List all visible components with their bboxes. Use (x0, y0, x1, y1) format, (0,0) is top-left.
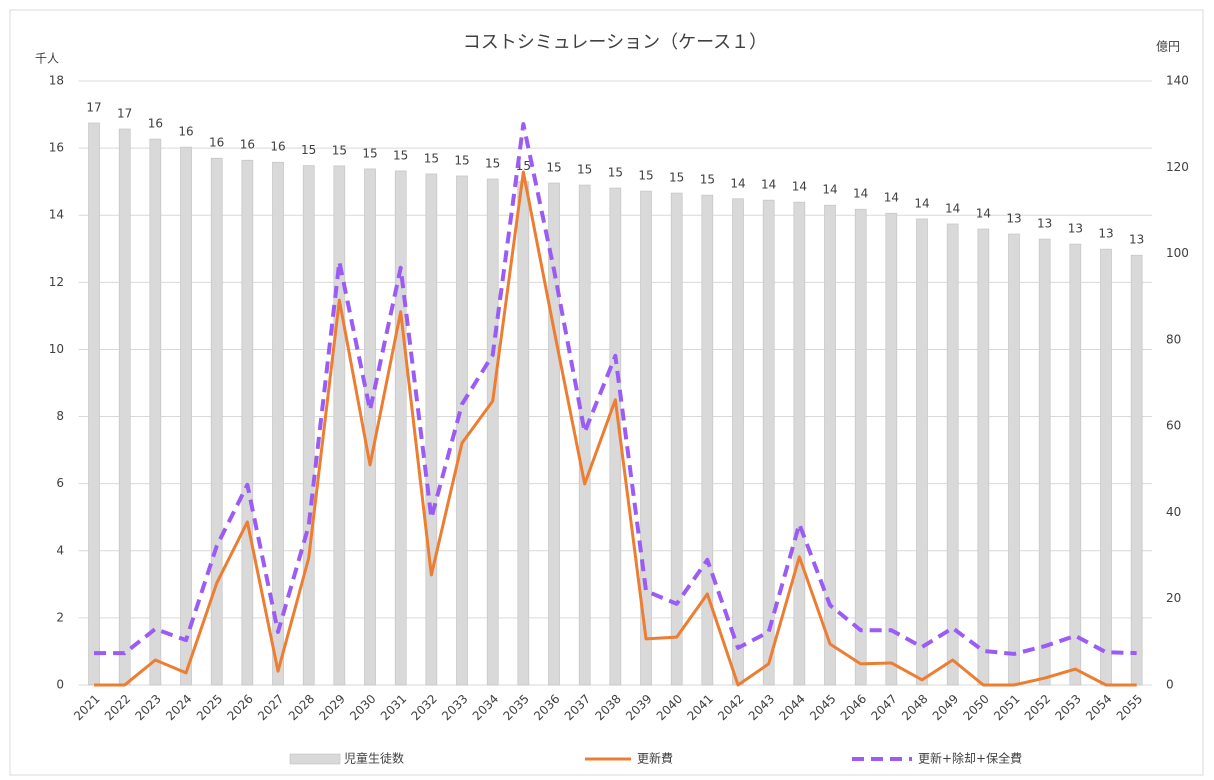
bar (118, 128, 131, 686)
data-label: 14 (792, 180, 807, 194)
bar (425, 173, 438, 686)
line (94, 170, 1137, 687)
bar (854, 208, 867, 686)
bar (210, 157, 223, 686)
y-tick-label: 16 (49, 141, 64, 155)
data-label: 14 (761, 178, 776, 192)
bar (1100, 248, 1112, 686)
data-label: 14 (822, 183, 837, 197)
data-label: 15 (577, 163, 592, 177)
y-axis-title: 千人 (35, 52, 59, 66)
y-tick-label: 2 (56, 610, 64, 624)
data-label: 13 (1129, 233, 1144, 247)
data-label: 15 (638, 169, 653, 183)
data-label: 15 (546, 161, 561, 175)
data-label: 13 (1068, 222, 1083, 236)
bar (1038, 238, 1051, 686)
bar (640, 190, 652, 686)
data-label: 15 (393, 148, 408, 162)
y-tick-label: 8 (56, 409, 64, 423)
data-label: 15 (669, 171, 684, 185)
data-label: 13 (1037, 217, 1052, 231)
data-label: 16 (148, 117, 163, 131)
bar (149, 138, 162, 686)
data-label: 16 (240, 138, 255, 152)
chart-title: コストシミュレーション（ケース１） (463, 32, 767, 53)
bar (670, 192, 683, 686)
legend-label: 児童生徒数 (344, 751, 404, 766)
data-label: 14 (976, 206, 991, 220)
data-label: 15 (424, 151, 439, 165)
bar (548, 182, 560, 686)
bar (793, 201, 806, 686)
bar (732, 198, 744, 686)
bar (1069, 243, 1082, 686)
data-label: 16 (209, 136, 224, 150)
bar (364, 168, 376, 686)
bar (272, 161, 284, 686)
bar (885, 212, 898, 686)
data-label: 16 (270, 140, 285, 154)
bar (456, 175, 468, 686)
chart-border (9, 9, 1204, 776)
y2-tick-label: 120 (1166, 160, 1189, 174)
bar (180, 146, 192, 686)
legend-label: 更新+除却+保全費 (918, 751, 1022, 766)
bar (486, 178, 499, 686)
y2-tick-label: 60 (1166, 419, 1181, 433)
data-label: 15 (608, 166, 623, 180)
bar (824, 204, 836, 686)
y2-axis-title: 億円 (1156, 40, 1180, 54)
data-label: 14 (730, 176, 745, 190)
bar (517, 181, 530, 686)
data-label: 16 (178, 125, 193, 139)
data-label: 15 (301, 143, 316, 157)
bar (241, 159, 254, 686)
bar (916, 218, 928, 686)
legend-swatch (289, 753, 341, 765)
data-label: 15 (454, 153, 469, 167)
y2-tick-label: 0 (1166, 678, 1174, 692)
bar (578, 184, 591, 686)
y2-tick-label: 40 (1166, 505, 1181, 519)
data-label: 17 (117, 106, 132, 120)
data-label: 14 (945, 201, 960, 215)
bar (1008, 233, 1020, 686)
data-label: 15 (700, 173, 715, 187)
bar (394, 170, 407, 686)
legend-label: 更新費 (637, 751, 673, 766)
data-label: 15 (485, 156, 500, 170)
bar (88, 122, 100, 686)
y2-tick-label: 140 (1166, 74, 1189, 88)
y2-tick-label: 100 (1166, 246, 1189, 260)
y-tick-label: 6 (56, 476, 64, 490)
y-tick-label: 4 (56, 543, 64, 557)
y-tick-label: 10 (49, 342, 64, 356)
y-tick-label: 0 (56, 678, 64, 692)
data-label: 14 (914, 196, 929, 210)
data-label: 14 (884, 191, 899, 205)
bar (977, 228, 990, 686)
data-label: 15 (362, 146, 377, 160)
y2-tick-label: 20 (1166, 591, 1181, 605)
data-label: 14 (853, 187, 868, 201)
data-label: 13 (1098, 227, 1113, 241)
data-label: 13 (1006, 212, 1021, 226)
y-tick-label: 12 (49, 275, 64, 289)
bar (762, 199, 775, 686)
bar (701, 194, 714, 686)
data-label: 15 (332, 143, 347, 157)
y-tick-label: 14 (49, 208, 64, 222)
y2-tick-label: 80 (1166, 332, 1181, 346)
line (94, 122, 1137, 656)
bar (946, 223, 959, 686)
data-label: 17 (86, 100, 101, 114)
bar (1130, 254, 1143, 686)
bar (302, 165, 315, 686)
bar (333, 165, 346, 686)
y-tick-label: 18 (49, 74, 64, 88)
